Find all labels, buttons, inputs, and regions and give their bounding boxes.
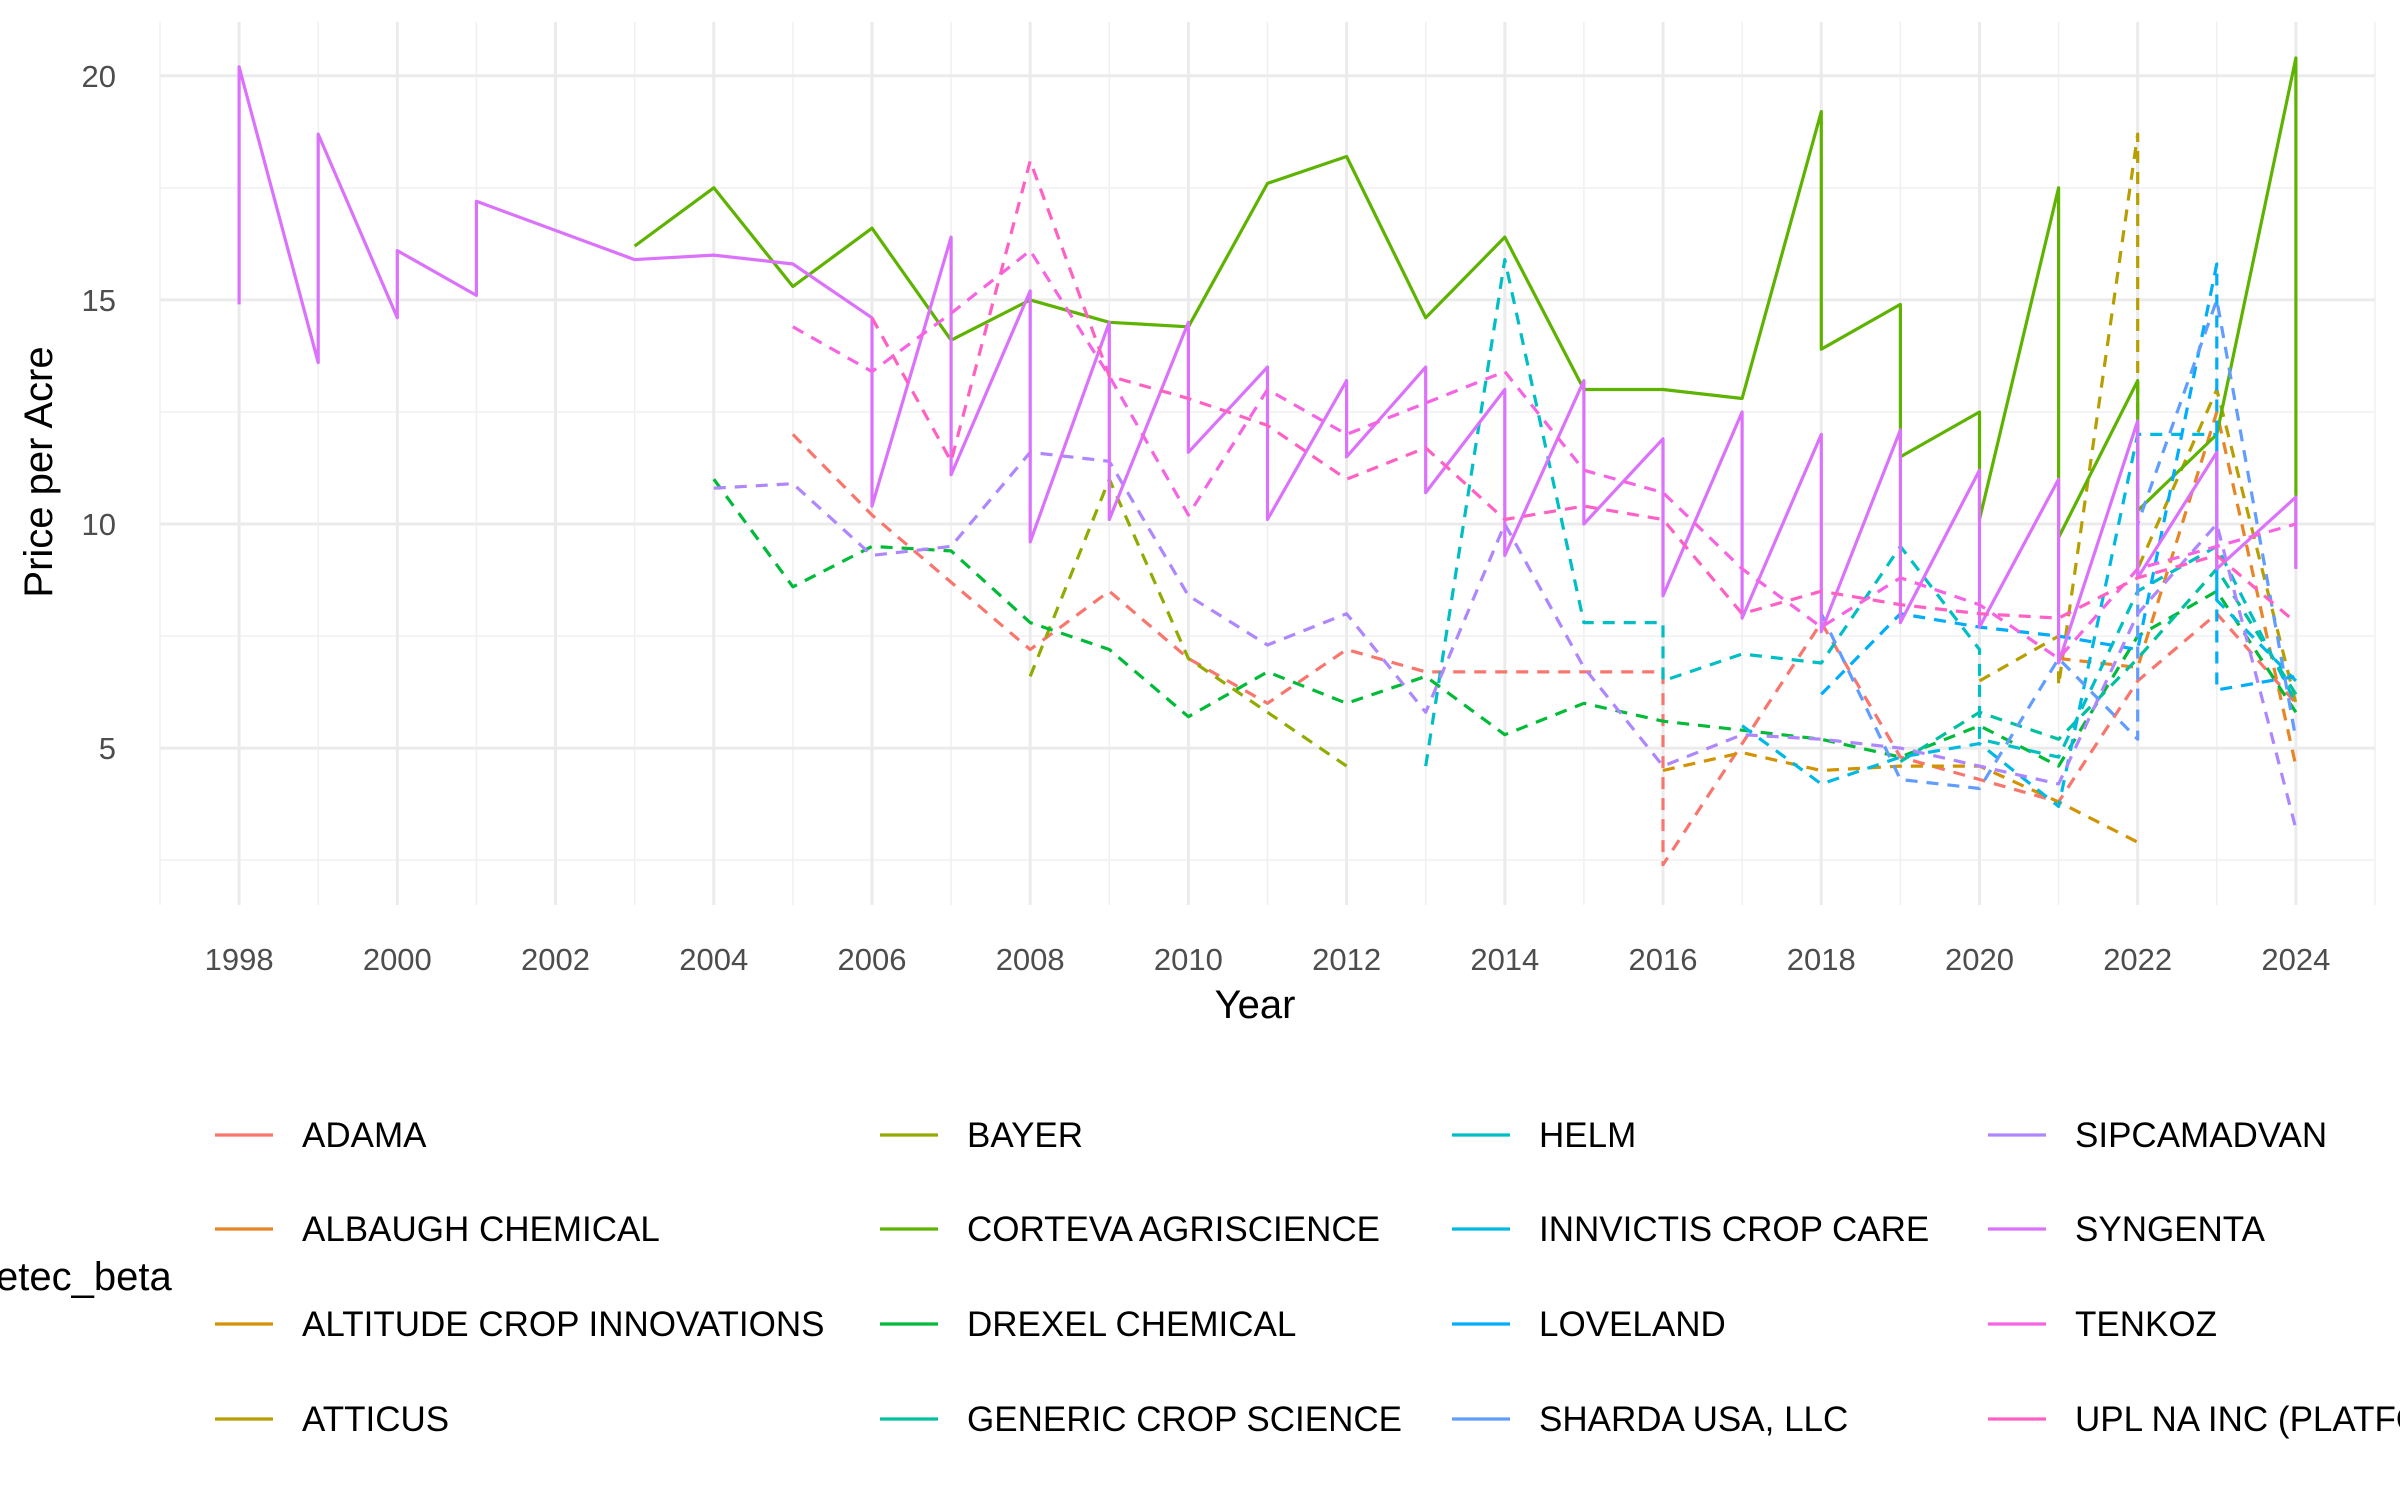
legend-label: ADAMA [302, 1116, 427, 1155]
x-tick-label: 2002 [521, 942, 590, 977]
x-tick-label: 1998 [205, 942, 274, 977]
x-tick-label: 2008 [996, 942, 1065, 977]
series-line [237, 65, 2298, 665]
legend-label: LOVELAND [1539, 1305, 1726, 1344]
legend-label: CORTEVA AGRISCIENCE [967, 1210, 1380, 1249]
series-layer [237, 56, 2298, 867]
x-tick-label: 2010 [1154, 942, 1223, 977]
legend-label: DREXEL CHEMICAL [967, 1305, 1296, 1344]
y-axis-title: Price per Acre [17, 346, 61, 597]
series-line [791, 433, 2298, 867]
x-tick-label: 2006 [837, 942, 906, 977]
series-line [792, 249, 2297, 661]
y-tick-label: 20 [82, 59, 116, 94]
legend-label: SIPCAMADVAN [2075, 1116, 2327, 1155]
legend-label: ATTICUS [302, 1400, 449, 1439]
x-tick-label: 2014 [1470, 942, 1539, 977]
series-line [1820, 262, 2297, 696]
legend-label: BAYER [967, 1116, 1083, 1155]
legend-label: INNVICTIS CROP CARE [1539, 1210, 1929, 1249]
series-line [633, 56, 2298, 569]
legend-label: TENKOZ [2075, 1305, 2217, 1344]
x-tick-label: 2000 [363, 942, 432, 977]
x-tick-label: 2018 [1787, 942, 1856, 977]
series-line [712, 478, 2298, 768]
y-axis-ticks: 5 10 15 20 [82, 59, 116, 766]
legend-label: GENERIC CROP SCIENCE [967, 1400, 1402, 1439]
x-tick-label: 2022 [2103, 942, 2172, 977]
series-line [870, 159, 2297, 624]
x-tick-label: 2004 [679, 942, 748, 977]
legend-label: HELM [1539, 1116, 1636, 1155]
x-axis-title: Year [1215, 983, 1296, 1027]
legend-title: etec_beta [0, 1255, 172, 1299]
y-tick-label: 15 [82, 283, 116, 318]
y-tick-label: 10 [82, 507, 116, 542]
series-line [1028, 477, 1348, 768]
legend-label: SYNGENTA [2075, 1210, 2266, 1249]
x-tick-label: 2016 [1629, 942, 1698, 977]
series-line [1819, 298, 2298, 791]
legend: ADAMA ALBAUGH CHEMICAL ALTITUDE CROP INNOV… [215, 1116, 2400, 1439]
x-tick-label: 2012 [1312, 942, 1381, 977]
legend-label: ALBAUGH CHEMICAL [302, 1210, 660, 1249]
x-tick-label: 2020 [1945, 942, 2014, 977]
y-tick-label: 5 [99, 731, 116, 766]
x-axis-ticks: 1998 2000 2002 2004 2006 2008 2010 2012 2014 2016… [205, 942, 2331, 977]
legend-label: UPL NA INC (PLATFORM) [2075, 1400, 2400, 1439]
x-tick-label: 2024 [2261, 942, 2330, 977]
legend-label: SHARDA USA, LLC [1539, 1400, 1848, 1439]
legend-label: ALTITUDE CROP INNOVATIONS [302, 1305, 824, 1344]
